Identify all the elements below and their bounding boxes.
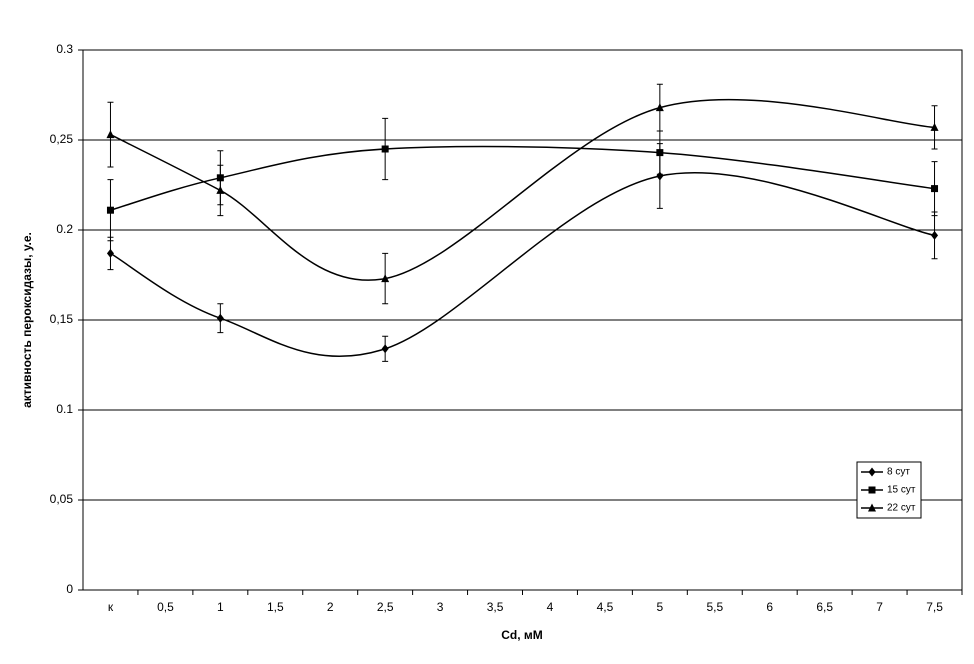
x-tick-label: к [108,600,114,614]
y-tick-label: 0.1 [56,402,73,416]
legend-marker [868,467,876,477]
data-point [381,344,389,354]
y-axis-title: активность пероксидазы, у.е. [20,232,34,408]
x-tick-label: 5 [657,600,664,614]
data-point [930,122,939,131]
data-point [106,248,114,258]
y-tick-label: 0 [66,582,73,596]
data-point [106,206,114,214]
x-tick-label: 2,5 [377,600,394,614]
legend-label: 8 сут [887,467,910,478]
x-tick-label: 4,5 [597,600,614,614]
y-tick-label: 0.3 [56,42,73,56]
data-point [931,185,939,193]
data-point [381,274,390,283]
data-point [655,103,664,112]
x-tick-label: 3 [437,600,444,614]
x-tick-label: 6,5 [816,600,833,614]
legend-marker [868,503,876,512]
data-point [381,145,389,153]
y-tick-label: 0,15 [50,312,74,326]
series-line [110,98,935,281]
legend-label: 15 сут [887,485,916,496]
legend-label: 22 сут [887,503,916,514]
data-point [216,313,224,323]
legend-marker [868,486,876,494]
x-tick-label: 2 [327,600,334,614]
x-tick-label: 0,5 [157,600,174,614]
data-point [216,185,225,194]
x-tick-label: 6 [766,600,773,614]
y-tick-label: 0.2 [56,222,73,236]
series-line [110,171,935,358]
y-tick-label: 0,25 [50,132,74,146]
x-tick-label: 7 [876,600,883,614]
x-tick-label: 1,5 [267,600,284,614]
data-point [106,130,115,139]
x-tick-label: 5,5 [706,600,723,614]
x-tick-label: 4 [547,600,554,614]
data-point [656,149,664,157]
series-line [110,145,935,211]
x-tick-label: 3,5 [487,600,504,614]
x-tick-label: 1 [217,600,224,614]
y-tick-label: 0,05 [50,492,74,506]
data-point [931,230,939,240]
x-axis-title: Cd, мМ [501,628,543,642]
x-tick-label: 7,5 [926,600,943,614]
